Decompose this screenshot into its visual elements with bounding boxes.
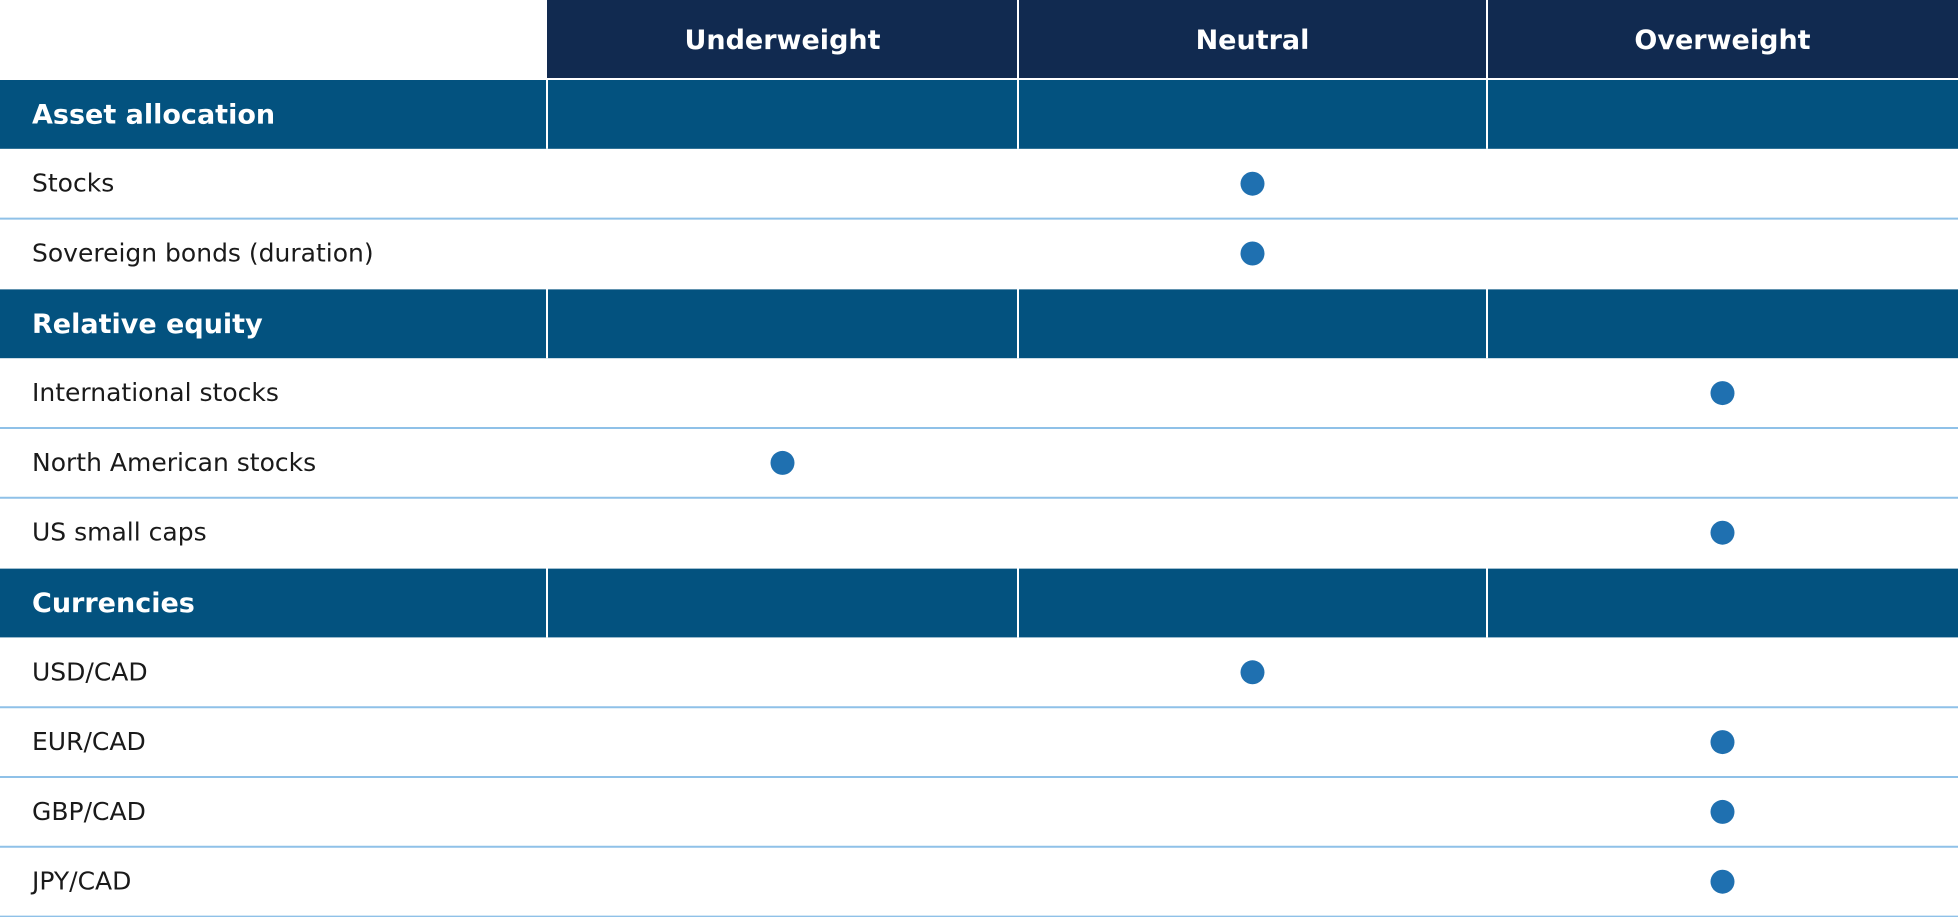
row-label: Stocks: [32, 169, 114, 198]
rating-dot: [1240, 660, 1265, 685]
rating-dot: [1710, 381, 1735, 406]
column-header: Neutral: [1196, 25, 1310, 56]
section-band: [0, 79, 1958, 149]
row-label: US small caps: [32, 518, 207, 547]
section-title: Relative equity: [32, 309, 263, 340]
rating-dot: [1710, 730, 1735, 755]
rating-dot: [1710, 520, 1735, 545]
row-label: Sovereign bonds (duration): [32, 239, 374, 268]
column-header: Overweight: [1634, 25, 1810, 56]
rating-dot: [1710, 869, 1735, 894]
section-title: Currencies: [32, 588, 195, 619]
rating-dot: [770, 450, 795, 475]
rating-dot: [1710, 799, 1735, 824]
row-label: International stocks: [32, 378, 279, 407]
section-band: [0, 567, 1958, 638]
row-label: EUR/CAD: [32, 727, 146, 756]
section-title: Asset allocation: [32, 99, 275, 130]
row-label: JPY/CAD: [30, 867, 131, 896]
rating-dot: [1240, 241, 1265, 266]
rating-dot: [1240, 171, 1265, 196]
column-header: Underweight: [684, 25, 880, 56]
row-label: USD/CAD: [32, 657, 148, 686]
row-label: North American stocks: [32, 448, 316, 477]
section-band: [0, 288, 1958, 359]
row-label: GBP/CAD: [32, 797, 146, 826]
header-band: [547, 0, 1958, 79]
